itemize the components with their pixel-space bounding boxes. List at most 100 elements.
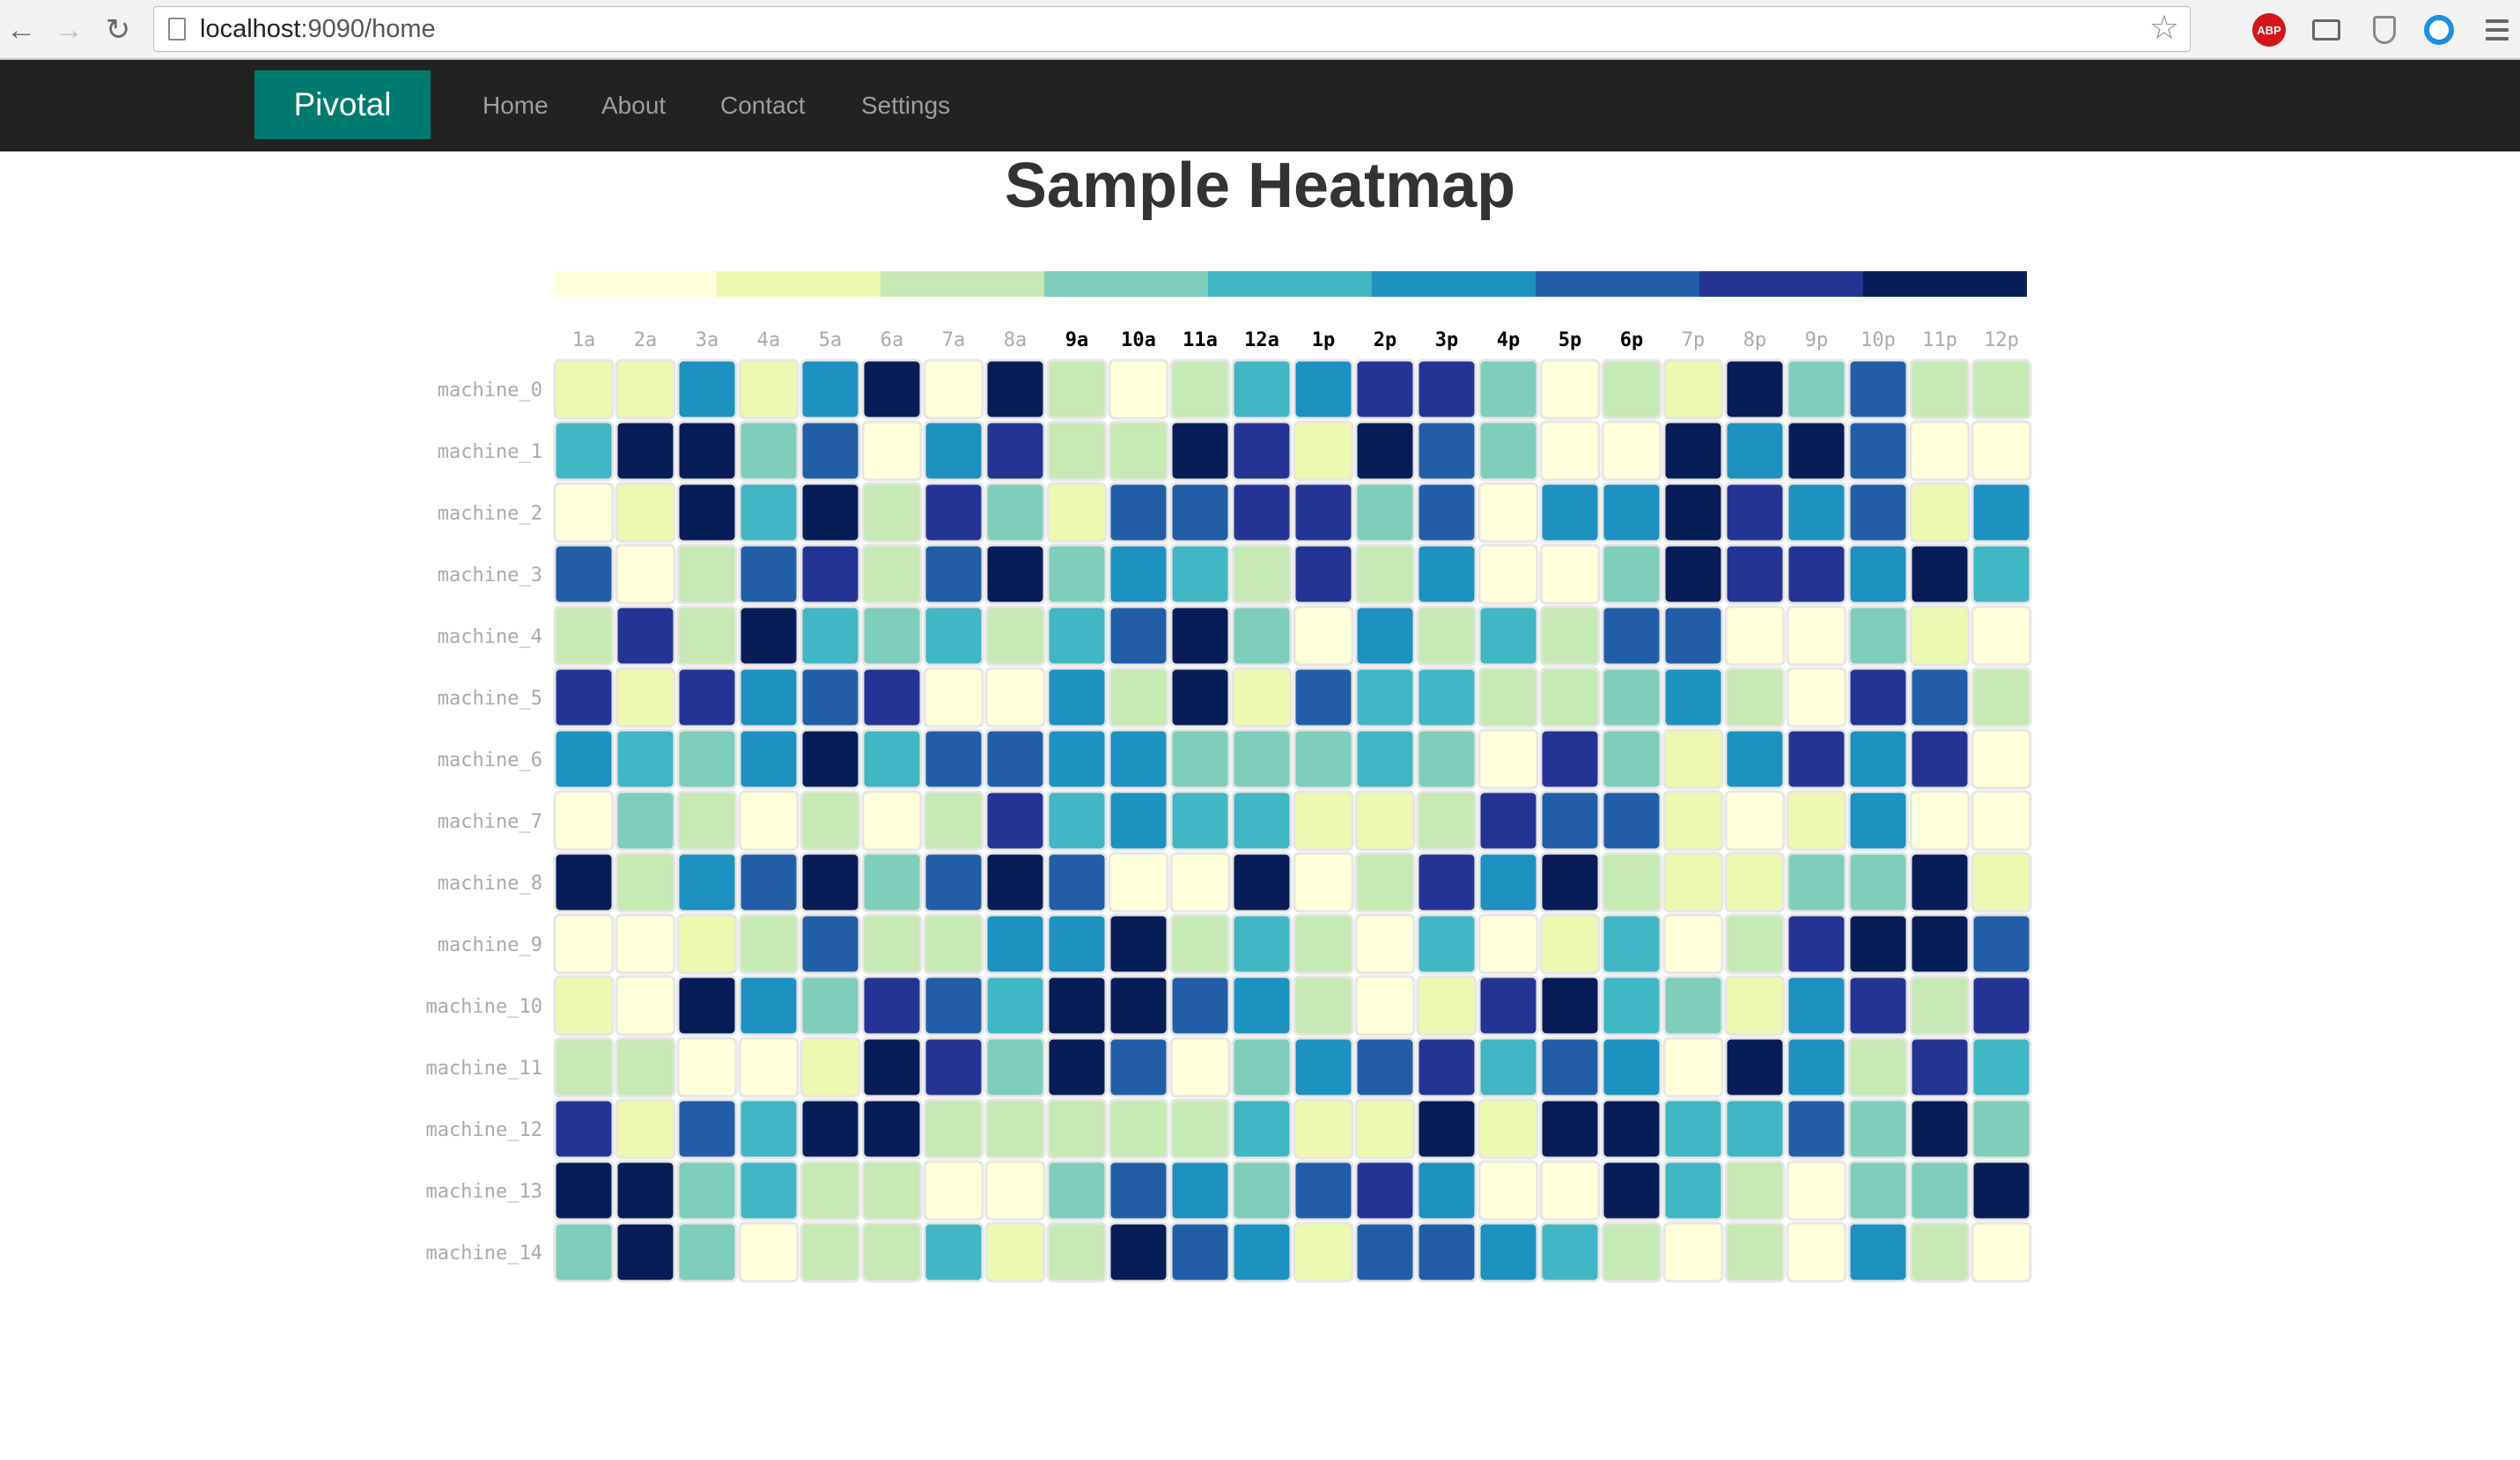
heatmap-cell[interactable] xyxy=(984,605,1046,667)
heatmap-cell[interactable] xyxy=(1293,605,1354,667)
heatmap-cell[interactable] xyxy=(1477,1098,1539,1160)
heatmap-cell[interactable] xyxy=(1231,913,1293,975)
heatmap-cell[interactable] xyxy=(1724,1036,1786,1098)
heatmap-cell[interactable] xyxy=(738,1036,799,1098)
heatmap-cell[interactable] xyxy=(1786,913,1847,975)
heatmap-cell[interactable] xyxy=(923,852,984,913)
heatmap-cell[interactable] xyxy=(1601,420,1662,482)
heatmap-cell[interactable] xyxy=(1046,1098,1108,1160)
heatmap-cell[interactable] xyxy=(1108,913,1169,975)
heatmap-cell[interactable] xyxy=(676,420,738,482)
heatmap-cell[interactable] xyxy=(1169,975,1231,1036)
nav-about[interactable]: About xyxy=(601,92,667,119)
heatmap-cell[interactable] xyxy=(738,975,799,1036)
heatmap-cell[interactable] xyxy=(1354,1036,1416,1098)
heatmap-cell[interactable] xyxy=(799,1160,861,1221)
heatmap-cell[interactable] xyxy=(1416,605,1477,667)
heatmap-cell[interactable] xyxy=(861,790,923,852)
heatmap-cell[interactable] xyxy=(1601,728,1662,790)
heatmap-cell[interactable] xyxy=(1847,1221,1909,1283)
heatmap-cell[interactable] xyxy=(676,667,738,728)
heatmap-cell[interactable] xyxy=(1662,1160,1724,1221)
heatmap-cell[interactable] xyxy=(1786,852,1847,913)
heatmap-cell[interactable] xyxy=(1909,482,1971,543)
heatmap-cell[interactable] xyxy=(615,1221,676,1283)
heatmap-cell[interactable] xyxy=(615,790,676,852)
heatmap-cell[interactable] xyxy=(738,728,799,790)
heatmap-cell[interactable] xyxy=(1539,358,1601,420)
heatmap-cell[interactable] xyxy=(1601,1221,1662,1283)
heatmap-cell[interactable] xyxy=(1354,605,1416,667)
heatmap-cell[interactable] xyxy=(923,420,984,482)
heatmap-cell[interactable] xyxy=(1909,1098,1971,1160)
heatmap-cell[interactable] xyxy=(553,1160,615,1221)
heatmap-cell[interactable] xyxy=(738,482,799,543)
heatmap-cell[interactable] xyxy=(984,667,1046,728)
heatmap-cell[interactable] xyxy=(1724,482,1786,543)
heatmap-cell[interactable] xyxy=(1477,605,1539,667)
heatmap-cell[interactable] xyxy=(1662,605,1724,667)
heatmap-cell[interactable] xyxy=(1662,358,1724,420)
heatmap-cell[interactable] xyxy=(1046,852,1108,913)
heatmap-cell[interactable] xyxy=(1046,482,1108,543)
heatmap-cell[interactable] xyxy=(799,975,861,1036)
heatmap-cell[interactable] xyxy=(553,482,615,543)
heatmap-cell[interactable] xyxy=(1169,913,1231,975)
heatmap-cell[interactable] xyxy=(1354,1160,1416,1221)
heatmap-cell[interactable] xyxy=(1724,975,1786,1036)
heatmap-cell[interactable] xyxy=(1416,728,1477,790)
heatmap-cell[interactable] xyxy=(1601,1160,1662,1221)
heatmap-cell[interactable] xyxy=(1601,913,1662,975)
heatmap-cell[interactable] xyxy=(1416,1221,1477,1283)
back-arrow-icon[interactable]: ← xyxy=(6,12,36,47)
cast-icon[interactable] xyxy=(2309,12,2344,48)
shield-extension-icon[interactable] xyxy=(2367,12,2402,48)
heatmap-cell[interactable] xyxy=(1847,790,1909,852)
heatmap-cell[interactable] xyxy=(799,1036,861,1098)
heatmap-cell[interactable] xyxy=(1662,667,1724,728)
heatmap-cell[interactable] xyxy=(1539,667,1601,728)
heatmap-cell[interactable] xyxy=(1971,790,2032,852)
heatmap-cell[interactable] xyxy=(861,358,923,420)
heatmap-cell[interactable] xyxy=(676,852,738,913)
nav-settings[interactable]: Settings xyxy=(861,92,951,119)
heatmap-cell[interactable] xyxy=(1662,1221,1724,1283)
heatmap-cell[interactable] xyxy=(1724,1221,1786,1283)
heatmap-cell[interactable] xyxy=(1724,543,1786,605)
heatmap-cell[interactable] xyxy=(1909,913,1971,975)
heatmap-cell[interactable] xyxy=(1108,605,1169,667)
heatmap-cell[interactable] xyxy=(1539,913,1601,975)
menu-icon[interactable] xyxy=(2479,12,2515,48)
heatmap-cell[interactable] xyxy=(553,667,615,728)
heatmap-cell[interactable] xyxy=(1601,1036,1662,1098)
heatmap-cell[interactable] xyxy=(1539,482,1601,543)
heatmap-cell[interactable] xyxy=(799,1098,861,1160)
heatmap-cell[interactable] xyxy=(1169,605,1231,667)
heatmap-cell[interactable] xyxy=(1847,975,1909,1036)
heatmap-cell[interactable] xyxy=(1971,728,2032,790)
heatmap-cell[interactable] xyxy=(1539,605,1601,667)
heatmap-cell[interactable] xyxy=(1477,975,1539,1036)
heatmap-cell[interactable] xyxy=(1539,1098,1601,1160)
heatmap-cell[interactable] xyxy=(984,1221,1046,1283)
heatmap-cell[interactable] xyxy=(1354,667,1416,728)
heatmap-cell[interactable] xyxy=(1354,358,1416,420)
heatmap-cell[interactable] xyxy=(1108,482,1169,543)
heatmap-cell[interactable] xyxy=(1539,420,1601,482)
heatmap-cell[interactable] xyxy=(984,543,1046,605)
heatmap-cell[interactable] xyxy=(1293,728,1354,790)
heatmap-cell[interactable] xyxy=(1108,358,1169,420)
heatmap-cell[interactable] xyxy=(1539,852,1601,913)
heatmap-cell[interactable] xyxy=(1847,358,1909,420)
heatmap-cell[interactable] xyxy=(1293,1036,1354,1098)
heatmap-cell[interactable] xyxy=(799,605,861,667)
heatmap-cell[interactable] xyxy=(1724,605,1786,667)
heatmap-cell[interactable] xyxy=(923,728,984,790)
heatmap-cell[interactable] xyxy=(676,790,738,852)
heatmap-cell[interactable] xyxy=(1046,975,1108,1036)
heatmap-cell[interactable] xyxy=(923,790,984,852)
heatmap-cell[interactable] xyxy=(1786,543,1847,605)
heatmap-cell[interactable] xyxy=(738,543,799,605)
heatmap-cell[interactable] xyxy=(799,728,861,790)
heatmap-cell[interactable] xyxy=(1786,1221,1847,1283)
